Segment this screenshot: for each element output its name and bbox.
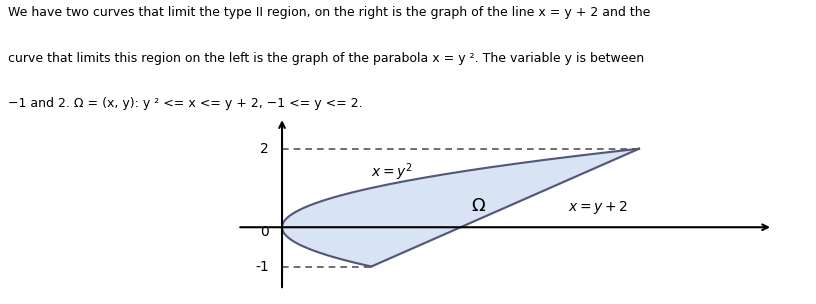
Text: 0: 0 [259, 225, 268, 239]
Text: 2: 2 [259, 142, 268, 156]
Text: $x = y+2$: $x = y+2$ [568, 199, 628, 216]
Text: We have two curves that limit the type II region, on the right is the graph of t: We have two curves that limit the type I… [8, 6, 650, 19]
Text: $x = y^2$: $x = y^2$ [371, 161, 413, 183]
Text: $\Omega$: $\Omega$ [471, 197, 486, 215]
Text: curve that limits this region on the left is the graph of the parabola x = y ². : curve that limits this region on the lef… [8, 52, 645, 65]
Text: -1: -1 [255, 260, 268, 274]
Text: −1 and 2. Ω = (x, y): y ² <= x <= y + 2, −1 <= y <= 2.: −1 and 2. Ω = (x, y): y ² <= x <= y + 2,… [8, 97, 363, 110]
